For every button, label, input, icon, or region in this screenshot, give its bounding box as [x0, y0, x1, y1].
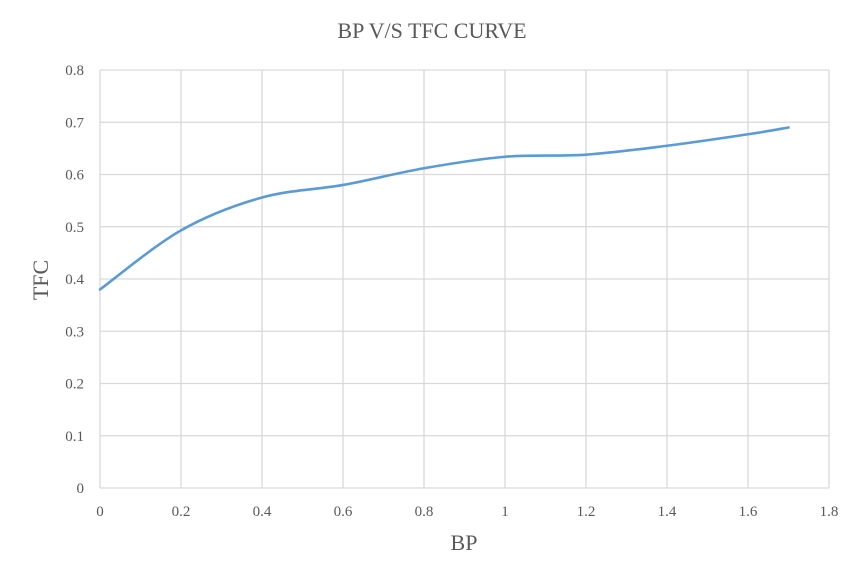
- x-tick-label: 0.2: [172, 504, 191, 520]
- y-tick-label: 0: [77, 481, 85, 497]
- x-tick-label: 1.6: [739, 504, 758, 520]
- series-line-tfc: [98, 126, 790, 291]
- x-tick-label: 0.8: [415, 504, 434, 520]
- y-tick-label: 0.8: [65, 63, 84, 79]
- y-axis-label: TFC: [28, 260, 53, 300]
- x-tick-label: 1.8: [820, 504, 839, 520]
- x-tick-label: 1.4: [658, 504, 677, 520]
- y-tick-label: 0.1: [65, 429, 84, 445]
- x-axis-label: BP: [451, 530, 478, 555]
- y-tick-label: 0.4: [65, 272, 84, 288]
- gridlines: [99, 69, 830, 489]
- x-tick-label: 0.6: [334, 504, 353, 520]
- chart-title: BP V/S TFC CURVE: [337, 18, 526, 43]
- x-tick-label: 1.2: [577, 504, 596, 520]
- y-tick-label: 0.5: [65, 220, 84, 236]
- y-tick-label: 0.2: [65, 377, 84, 393]
- x-axis-ticks: 0 0.2 0.4 0.6 0.8 1 1.2 1.4 1.6 1.8: [96, 504, 838, 520]
- y-tick-label: 0.7: [65, 115, 84, 131]
- x-tick-label: 0: [96, 504, 104, 520]
- y-axis-ticks: 0 0.1 0.2 0.3 0.4 0.5 0.6 0.7 0.8: [65, 63, 84, 497]
- series-layer: [98, 126, 790, 291]
- x-tick-label: 0.4: [253, 504, 272, 520]
- y-tick-label: 0.3: [65, 324, 84, 340]
- x-tick-label: 1: [501, 504, 509, 520]
- y-tick-label: 0.6: [65, 168, 84, 184]
